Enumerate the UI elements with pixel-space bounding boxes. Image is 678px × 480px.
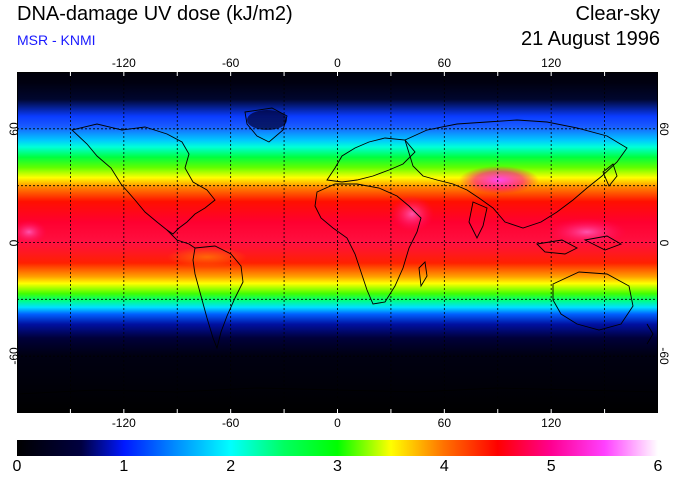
lon-label-bottom: 60 (437, 416, 452, 430)
color-scale-tick-label: 4 (439, 458, 449, 475)
uv-dose-map (17, 72, 658, 413)
color-scale-tick-label: 6 (653, 458, 663, 475)
uv-hotspot-asia (459, 166, 539, 194)
source-credit: MSR - KNMI (17, 32, 96, 48)
lat-label-left: -60 (7, 347, 21, 365)
lat-label-right: -60 (657, 347, 671, 365)
coast-south-america (192, 245, 244, 350)
color-scale-tick-label: 5 (546, 458, 556, 475)
graticule (17, 72, 658, 413)
coast-central-america (166, 229, 196, 249)
coastlines (17, 107, 658, 395)
uv-hotspot-pacific (547, 218, 627, 246)
coast-africa (314, 183, 422, 305)
date-label: 21 August 1996 (520, 28, 660, 50)
coast-australia (552, 271, 634, 331)
lat-label-right: 0 (657, 239, 671, 246)
color-scale-tick-label: 0 (12, 458, 22, 475)
lon-label-bottom: -60 (221, 416, 240, 430)
lat-label-right: 60 (657, 122, 671, 136)
color-scale-tick-label: 1 (119, 458, 129, 475)
uv-hotspot-africa (390, 196, 434, 232)
coast-europe (326, 137, 416, 183)
uv-patch-south-america (167, 247, 247, 267)
coast-madagascar (418, 261, 428, 288)
color-scale-tick-label: 3 (333, 458, 342, 475)
lon-label-top: 60 (437, 56, 452, 70)
lon-label-top: -60 (221, 56, 240, 70)
lon-label-bottom: 0 (334, 416, 341, 430)
uv-hotspot-west (17, 220, 47, 244)
lat-label-left: 60 (7, 122, 21, 136)
coast-north-america (71, 123, 216, 235)
lon-label-top: 0 (334, 56, 341, 70)
coast-new-zealand (646, 323, 654, 345)
coast-new-guinea (583, 235, 623, 251)
coast-asia (404, 119, 628, 229)
color-scale-tick-label: 2 (226, 458, 236, 475)
color-scale-bar (17, 440, 658, 456)
coast-antarctica (17, 387, 658, 395)
lat-label-left: 0 (7, 239, 21, 246)
lon-label-bottom: 120 (541, 416, 562, 430)
lon-label-top: 120 (541, 56, 562, 70)
lon-label-top: -120 (111, 56, 136, 70)
uv-patch-greenland (247, 110, 287, 130)
coast-india (468, 201, 488, 240)
sky-condition-label: Clear-sky (575, 3, 660, 25)
coast-greenland (244, 107, 288, 143)
coast-japan (602, 163, 618, 187)
coast-indonesia (536, 239, 578, 255)
map-title: DNA-damage UV dose (kJ/m2) (17, 3, 293, 25)
lon-label-bottom: -120 (111, 416, 136, 430)
